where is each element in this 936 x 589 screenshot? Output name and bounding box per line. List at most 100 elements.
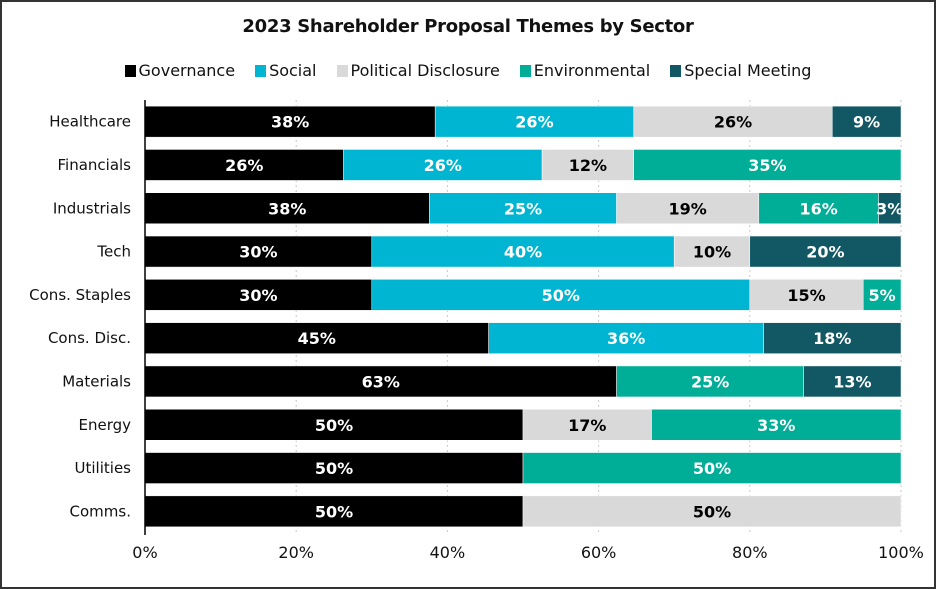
legend-item: Governance bbox=[124, 61, 236, 80]
bar-segment bbox=[488, 322, 764, 354]
bar-segment bbox=[144, 322, 489, 354]
bar-segment bbox=[343, 149, 543, 181]
bar-segment bbox=[522, 495, 902, 528]
data-label: 45% bbox=[298, 329, 336, 348]
bar-segment bbox=[541, 149, 634, 181]
category-label: Cons. Staples bbox=[29, 286, 131, 304]
bar-segment bbox=[758, 192, 879, 224]
x-tick-label: 0% bbox=[132, 543, 157, 562]
bar-segment bbox=[434, 105, 634, 138]
x-tick-label: 40% bbox=[430, 543, 466, 562]
category-label: Utilities bbox=[75, 459, 132, 477]
data-label: 50% bbox=[693, 459, 731, 478]
data-label: 63% bbox=[362, 372, 400, 391]
data-label: 25% bbox=[691, 372, 729, 391]
bar-segment bbox=[144, 365, 617, 398]
data-label: 26% bbox=[714, 113, 752, 132]
x-tick-label: 20% bbox=[278, 543, 314, 562]
legend-item: Special Meeting bbox=[670, 61, 811, 80]
bar-segment bbox=[371, 235, 675, 268]
data-label: 38% bbox=[271, 113, 309, 132]
data-label: 15% bbox=[787, 286, 825, 305]
legend-swatch bbox=[255, 64, 267, 77]
legend-swatch bbox=[336, 64, 348, 77]
data-label: 26% bbox=[515, 113, 553, 132]
category-label: Tech bbox=[96, 243, 131, 261]
bar-segment bbox=[651, 409, 902, 441]
data-label: 33% bbox=[757, 416, 795, 435]
category-label: Financials bbox=[58, 156, 132, 174]
bar-segment bbox=[144, 235, 373, 268]
data-label: 16% bbox=[800, 199, 838, 218]
bar-segment bbox=[616, 365, 804, 398]
data-label: 36% bbox=[607, 329, 645, 348]
bar-segment bbox=[144, 149, 344, 181]
bar-segment bbox=[144, 192, 430, 224]
data-label: 26% bbox=[424, 156, 462, 175]
data-label: 35% bbox=[748, 156, 786, 175]
legend-swatch bbox=[519, 64, 531, 77]
category-label: Industrials bbox=[53, 199, 131, 217]
data-label: 50% bbox=[315, 459, 353, 478]
data-label: 26% bbox=[225, 156, 263, 175]
bar-segment bbox=[749, 235, 902, 268]
legend: Governance Social Political Disclosure Envi… bbox=[0, 61, 936, 81]
data-label: 25% bbox=[504, 199, 542, 218]
legend-label: Environmental bbox=[533, 61, 651, 80]
data-label: 50% bbox=[542, 286, 580, 305]
category-label: Materials bbox=[62, 372, 131, 390]
data-label: 18% bbox=[813, 329, 851, 348]
data-label: 3% bbox=[876, 199, 903, 218]
bar-segment bbox=[749, 279, 864, 311]
legend-item: Environmental bbox=[519, 61, 651, 80]
data-label: 5% bbox=[869, 286, 896, 305]
legend-item: Social bbox=[255, 61, 317, 80]
data-label: 30% bbox=[239, 286, 277, 305]
data-label: 50% bbox=[315, 416, 353, 435]
bar-segment bbox=[522, 452, 902, 484]
legend-swatch bbox=[670, 64, 682, 77]
bar-segment bbox=[144, 495, 524, 528]
bar-segment bbox=[763, 322, 902, 354]
bar-segment bbox=[878, 192, 902, 224]
data-label: 10% bbox=[693, 243, 731, 262]
data-label: 30% bbox=[239, 243, 277, 262]
x-tick-label: 60% bbox=[581, 543, 617, 562]
category-label: Energy bbox=[78, 416, 131, 434]
category-label: Cons. Disc. bbox=[48, 329, 131, 347]
bar-segment bbox=[522, 409, 652, 441]
bar-segment bbox=[144, 105, 436, 138]
chart-title: 2023 Shareholder Proposal Themes by Sect… bbox=[242, 16, 694, 37]
data-label: 17% bbox=[568, 416, 606, 435]
data-label: 38% bbox=[268, 199, 306, 218]
x-tick-label: 80% bbox=[732, 543, 768, 562]
data-label: 50% bbox=[693, 502, 731, 521]
bar-segment bbox=[144, 452, 524, 484]
legend-label: Special Meeting bbox=[684, 61, 812, 80]
legend-label: Governance bbox=[138, 61, 236, 80]
legend-item: Political Disclosure bbox=[336, 61, 500, 80]
data-label: 40% bbox=[504, 243, 542, 262]
bar-segment bbox=[144, 279, 373, 311]
data-label: 13% bbox=[833, 372, 871, 391]
data-label: 12% bbox=[569, 156, 607, 175]
bar-segment bbox=[803, 365, 902, 398]
x-tick-label: 100% bbox=[878, 543, 924, 562]
data-label: 50% bbox=[315, 502, 353, 521]
bar-segment bbox=[862, 279, 902, 311]
legend-swatch bbox=[124, 64, 136, 77]
category-label: Comms. bbox=[70, 502, 131, 520]
bar-segment bbox=[633, 105, 833, 138]
bar-segment bbox=[832, 105, 902, 138]
bar-segment bbox=[633, 149, 902, 181]
data-label: 9% bbox=[853, 113, 880, 132]
data-label: 19% bbox=[669, 199, 707, 218]
bar-segment bbox=[616, 192, 760, 224]
bar-segment bbox=[673, 235, 751, 268]
category-label: Healthcare bbox=[49, 113, 131, 131]
data-label: 20% bbox=[806, 243, 844, 262]
legend-label: Political Disclosure bbox=[350, 61, 500, 80]
bar-segment bbox=[371, 279, 751, 311]
legend-label: Social bbox=[269, 61, 317, 80]
